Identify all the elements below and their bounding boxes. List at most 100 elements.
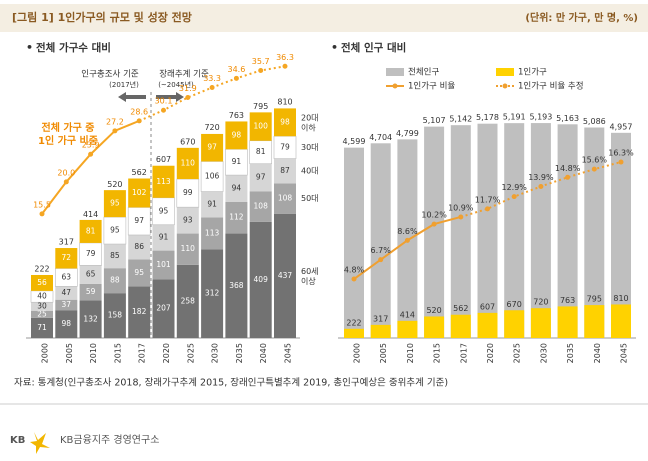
bar-value-label: 4,799 [396,129,419,138]
logo-mark [30,432,50,454]
segment-label: 37 [62,300,72,309]
bullet: • [26,41,33,54]
total-label: 607 [156,155,171,164]
line-value-label: 16.3% [608,149,634,158]
line-point [511,194,517,200]
bar-segment [152,165,175,198]
segment-label: 59 [86,287,96,296]
segment-label: 98 [232,130,242,139]
total-label: 414 [83,210,98,219]
segment-label: 71 [37,323,47,332]
segment-label: 100 [254,122,269,131]
bar-segment [31,317,53,338]
x-tick-label: 2045 [620,343,629,363]
segment-label: 81 [256,147,266,156]
line-value-label: 11.7% [475,195,501,204]
bar-value-label: 562 [453,304,468,313]
bar-segment [103,293,126,338]
bar-value-label: 795 [587,295,602,304]
bar [530,308,551,338]
total-label: 810 [277,98,292,107]
line-value-label: 30.1 [155,97,173,106]
bar-segment [225,121,248,150]
line-value-label: 34.6 [227,65,245,74]
segment-label: 108 [278,194,293,203]
line-value-label: 33.3 [203,74,221,83]
bar-value-label: 4,957 [610,122,633,131]
bar-segment [128,286,151,338]
x-tick-label: 2020 [162,343,171,363]
bar-value-label: 5,107 [423,116,446,125]
segment-label: 25 [37,309,47,318]
segment-label: 97 [256,173,266,182]
logo-text: KB [10,435,25,446]
bar-value-label: 4,704 [369,133,392,142]
bar-segment [103,268,126,294]
line-point [185,94,191,100]
bar [557,306,578,338]
x-tick-label: 2020 [486,343,495,363]
bar-value-label: 763 [560,296,575,305]
legend-label: 50대 [301,194,319,203]
period-note: 인구총조사 기준 [81,69,139,80]
line-point [431,221,437,227]
line-value-label: 23.9 [82,141,100,150]
bar [611,304,631,338]
line-value-label: 14.8% [555,164,581,173]
segment-label: 56 [37,278,47,287]
line-point [404,237,410,243]
x-tick-label: 2015 [113,343,122,363]
segment-label: 132 [83,314,98,323]
bar-segment [249,221,272,338]
legend-label: 1인가구 [518,67,547,78]
bar [584,127,605,338]
x-tick-label: 2040 [259,343,268,363]
arrow-right [156,92,184,102]
line-value-label: 12.9% [501,183,527,192]
bar-segment [249,191,272,222]
line-point [591,166,597,172]
segment-label: 87 [280,166,290,175]
bar [611,132,631,338]
segment-label: 63 [62,272,72,281]
x-tick-label: 2000 [41,343,50,363]
bar-segment [176,207,199,234]
line-value-label: 35.7 [252,57,270,66]
segment-label: 40 [37,292,47,301]
segment-label: 108 [254,202,269,211]
x-tick-label: 2035 [235,343,244,363]
segment-label: 97 [134,216,144,225]
header-bar [0,4,648,32]
bar [450,125,471,338]
legend-label: 60세 이상 [301,266,321,285]
segment-label: 95 [110,226,120,235]
bar-value-label: 5,191 [503,113,526,122]
chart-title: 전체 가구수 대비 [36,41,111,54]
bar-segment [176,233,199,265]
bar-value-label: 720 [533,298,548,307]
line-value-label: 28.6 [130,107,148,116]
segment-label: 91 [232,157,242,166]
line-value-label: 36.3 [276,53,294,62]
segment-label: 207 [156,304,171,313]
bar-segment [128,234,151,260]
x-tick-label: 2010 [89,343,98,363]
bar-segment [274,213,296,338]
line-value-label: 20.0 [57,168,75,177]
bar-segment [55,310,78,338]
x-tick-label: 2045 [284,343,293,363]
segment-label: 437 [278,271,293,280]
x-tick-label: 2005 [379,343,388,363]
bar-segment [31,302,53,311]
bar-value-label: 5,163 [556,114,579,123]
bar-segment [103,244,126,269]
bar-segment [274,183,296,214]
bar-value-label: 5,142 [449,115,472,124]
x-tick-label: 2025 [186,343,195,363]
bar-value-label: 4,599 [343,137,366,146]
figure-title: [그림 1] 1인가구의 규모 및 성장 전망 [12,10,192,24]
bar-segment [55,286,78,300]
line-value-label: 10.9% [448,203,474,212]
segment-label: 91 [159,233,169,242]
